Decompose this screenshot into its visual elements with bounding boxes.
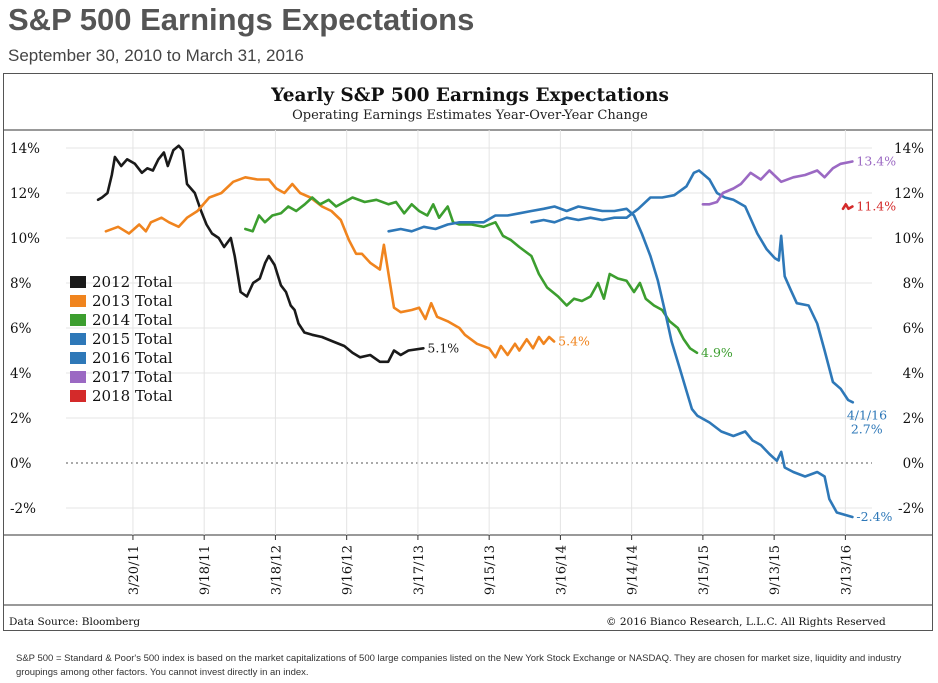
y-tick-label-right: 8% (903, 276, 925, 292)
x-tick-label: 9/16/12 (341, 545, 356, 595)
series-line-2013-total (104, 176, 556, 359)
x-tick-label: 3/16/14 (554, 545, 569, 595)
end-label-date: 4/1/16 (847, 407, 887, 422)
legend-label: 2018 Total (92, 387, 173, 405)
y-tick-label-left: 2% (10, 411, 32, 427)
series-layer (96, 144, 855, 519)
chart-frame: Yearly S&P 500 Earnings Expectations Ope… (3, 73, 933, 631)
legend-label: 2016 Total (92, 349, 173, 367)
copyright: © 2016 Bianco Research, L.L.C. All Right… (606, 616, 886, 628)
x-tick-label: 3/18/12 (269, 545, 284, 595)
legend-label: 2017 Total (92, 368, 173, 386)
series-line-2017-total (701, 160, 854, 206)
x-tick-label: 3/13/16 (839, 545, 854, 595)
legend-swatch (70, 295, 86, 307)
footnote: S&P 500 = Standard & Poor's 500 index is… (16, 653, 902, 678)
y-tick-label-right: 10% (894, 231, 924, 247)
end-label: -2.4% (856, 509, 892, 524)
chart-title: Yearly S&P 500 Earnings Expectations (270, 85, 669, 106)
axis-layer: 14% 14% 12% 12% 10% 10% 8% 8% 6% 6% 4% 4% 2% 2% 0% 0% -2… (10, 141, 924, 595)
end-label-value: 2.7% (851, 421, 883, 436)
y-tick-label-right: 2% (903, 411, 925, 427)
legend-swatch (70, 314, 86, 326)
legend-swatch (70, 352, 86, 364)
series-line-2018-total (841, 203, 854, 211)
x-tick-label: 3/17/13 (412, 545, 427, 595)
legend-swatch (70, 276, 86, 288)
y-tick-label-left: -2% (10, 501, 36, 517)
label-layer: 5.1% 5.4% 4.9% -2.4% 4/1/162.7% 13.4% 11.4% (427, 154, 896, 525)
y-tick-label-left: 0% (10, 456, 32, 472)
series-line-2012-total (96, 144, 425, 364)
y-tick-label-left: 6% (10, 321, 32, 337)
x-tick-label: 9/13/15 (768, 545, 783, 595)
x-tick-label: 9/18/11 (198, 545, 213, 595)
end-label: 11.4% (856, 199, 896, 214)
x-tick-label: 9/14/14 (626, 545, 641, 595)
series-line-2016-total (530, 169, 855, 404)
x-tick-label: 3/15/15 (697, 545, 712, 595)
x-tick-label: 9/15/13 (483, 545, 498, 595)
y-tick-label-left: 8% (10, 276, 32, 292)
y-tick-label-right: 12% (894, 186, 924, 202)
page-title: S&P 500 Earnings Expectations (8, 2, 475, 37)
y-tick-label-right: 14% (894, 141, 924, 157)
earnings-chart: Yearly S&P 500 Earnings Expectations Ope… (4, 85, 932, 628)
legend-swatch (70, 333, 86, 345)
y-tick-label-left: 4% (10, 366, 32, 382)
legend-label: 2012 Total (92, 273, 173, 291)
end-label: 13.4% (856, 154, 896, 169)
y-tick-label-right: -2% (898, 501, 924, 517)
y-tick-label-left: 10% (10, 231, 40, 247)
grid-layer (4, 129, 932, 606)
y-tick-label-left: 12% (10, 186, 40, 202)
legend-label: 2013 Total (92, 292, 173, 310)
legend-swatch (70, 371, 86, 383)
series-line-2014-total (244, 196, 699, 355)
y-tick-label-left: 14% (10, 141, 40, 157)
page-subtitle: September 30, 2010 to March 31, 2016 (8, 46, 304, 65)
end-label: 4.9% (701, 345, 733, 360)
data-source: Data Source: Bloomberg (9, 616, 140, 628)
y-tick-label-right: 6% (903, 321, 925, 337)
chart-subtitle: Operating Earnings Estimates Year-Over-Y… (292, 108, 648, 123)
legend-swatch (70, 390, 86, 402)
end-label: 5.4% (558, 334, 590, 349)
legend-label: 2015 Total (92, 330, 173, 348)
y-tick-label-right: 4% (903, 366, 925, 382)
series-line-2015-total (387, 205, 854, 519)
x-tick-label: 3/20/11 (127, 545, 142, 595)
y-tick-label-right: 0% (903, 456, 925, 472)
end-label: 5.1% (427, 340, 459, 355)
legend-label: 2014 Total (92, 311, 173, 329)
